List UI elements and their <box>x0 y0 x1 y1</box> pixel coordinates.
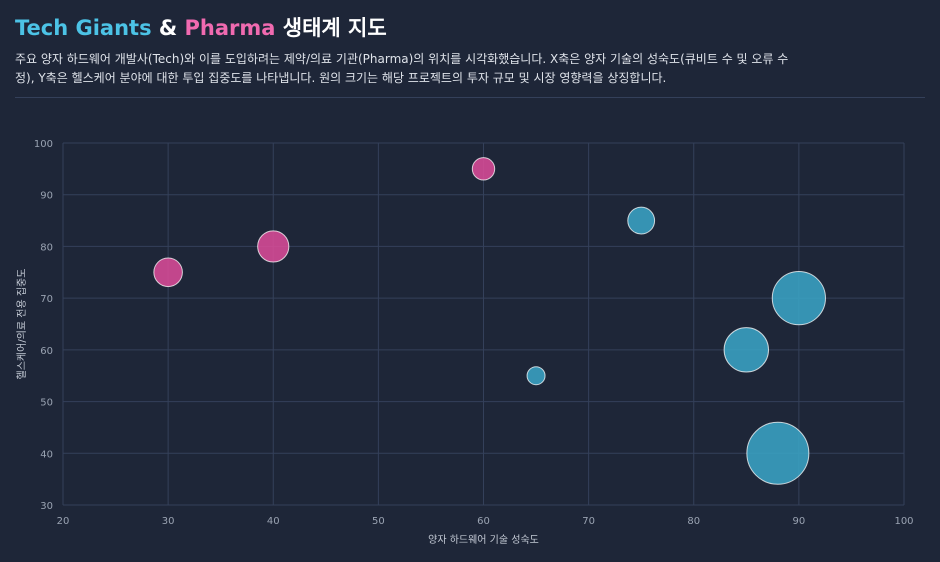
y-tick-label: 100 <box>34 139 53 150</box>
pharma-bubble[interactable] <box>153 257 183 288</box>
tech-bubble[interactable] <box>746 421 810 485</box>
title-tech: Tech Giants <box>15 16 152 40</box>
y-tick-label: 40 <box>40 449 53 460</box>
x-tick-label: 20 <box>57 516 70 527</box>
y-tick-label: 80 <box>40 242 53 253</box>
tech-bubble[interactable] <box>723 327 770 373</box>
tech-bubble[interactable] <box>526 366 546 386</box>
title-rest: 생태계 지도 <box>275 16 387 40</box>
tick-layer: 20 30 40 50 60 70 80 90 100 30 40 50 60 70 80 90 100 <box>34 139 914 527</box>
x-axis-title: 양자 하드웨어 기술 성숙도 <box>428 533 539 546</box>
y-tick-label: 90 <box>40 191 53 202</box>
header-divider <box>15 97 925 98</box>
page-title: Tech Giants & Pharma 생태계 지도 <box>15 12 387 42</box>
y-tick-label: 30 <box>40 501 53 512</box>
y-tick-label: 60 <box>40 346 53 357</box>
page-description: 주요 양자 하드웨어 개발사(Tech)와 이를 도입하려는 제약/의료 기관(… <box>15 52 789 85</box>
pharma-bubble[interactable] <box>471 157 496 181</box>
tech-bubble[interactable] <box>771 271 826 326</box>
x-tick-label: 70 <box>582 516 595 527</box>
title-amp: & <box>151 16 185 40</box>
x-tick-label: 50 <box>372 516 385 527</box>
y-axis-title: 헬스케어/의료 전용 집중도 <box>16 269 28 380</box>
x-tick-label: 60 <box>477 516 490 527</box>
tech-bubble[interactable] <box>627 206 656 235</box>
y-tick-label: 50 <box>40 398 53 409</box>
y-tick-label: 70 <box>40 294 53 305</box>
x-tick-label: 40 <box>267 516 280 527</box>
x-tick-label: 100 <box>894 516 913 527</box>
x-tick-label: 90 <box>793 516 806 527</box>
title-pharma: Pharma <box>184 16 276 40</box>
bubble-layer <box>153 157 826 485</box>
x-tick-label: 30 <box>162 516 175 527</box>
pharma-bubble[interactable] <box>257 230 290 263</box>
x-tick-label: 80 <box>687 516 700 527</box>
